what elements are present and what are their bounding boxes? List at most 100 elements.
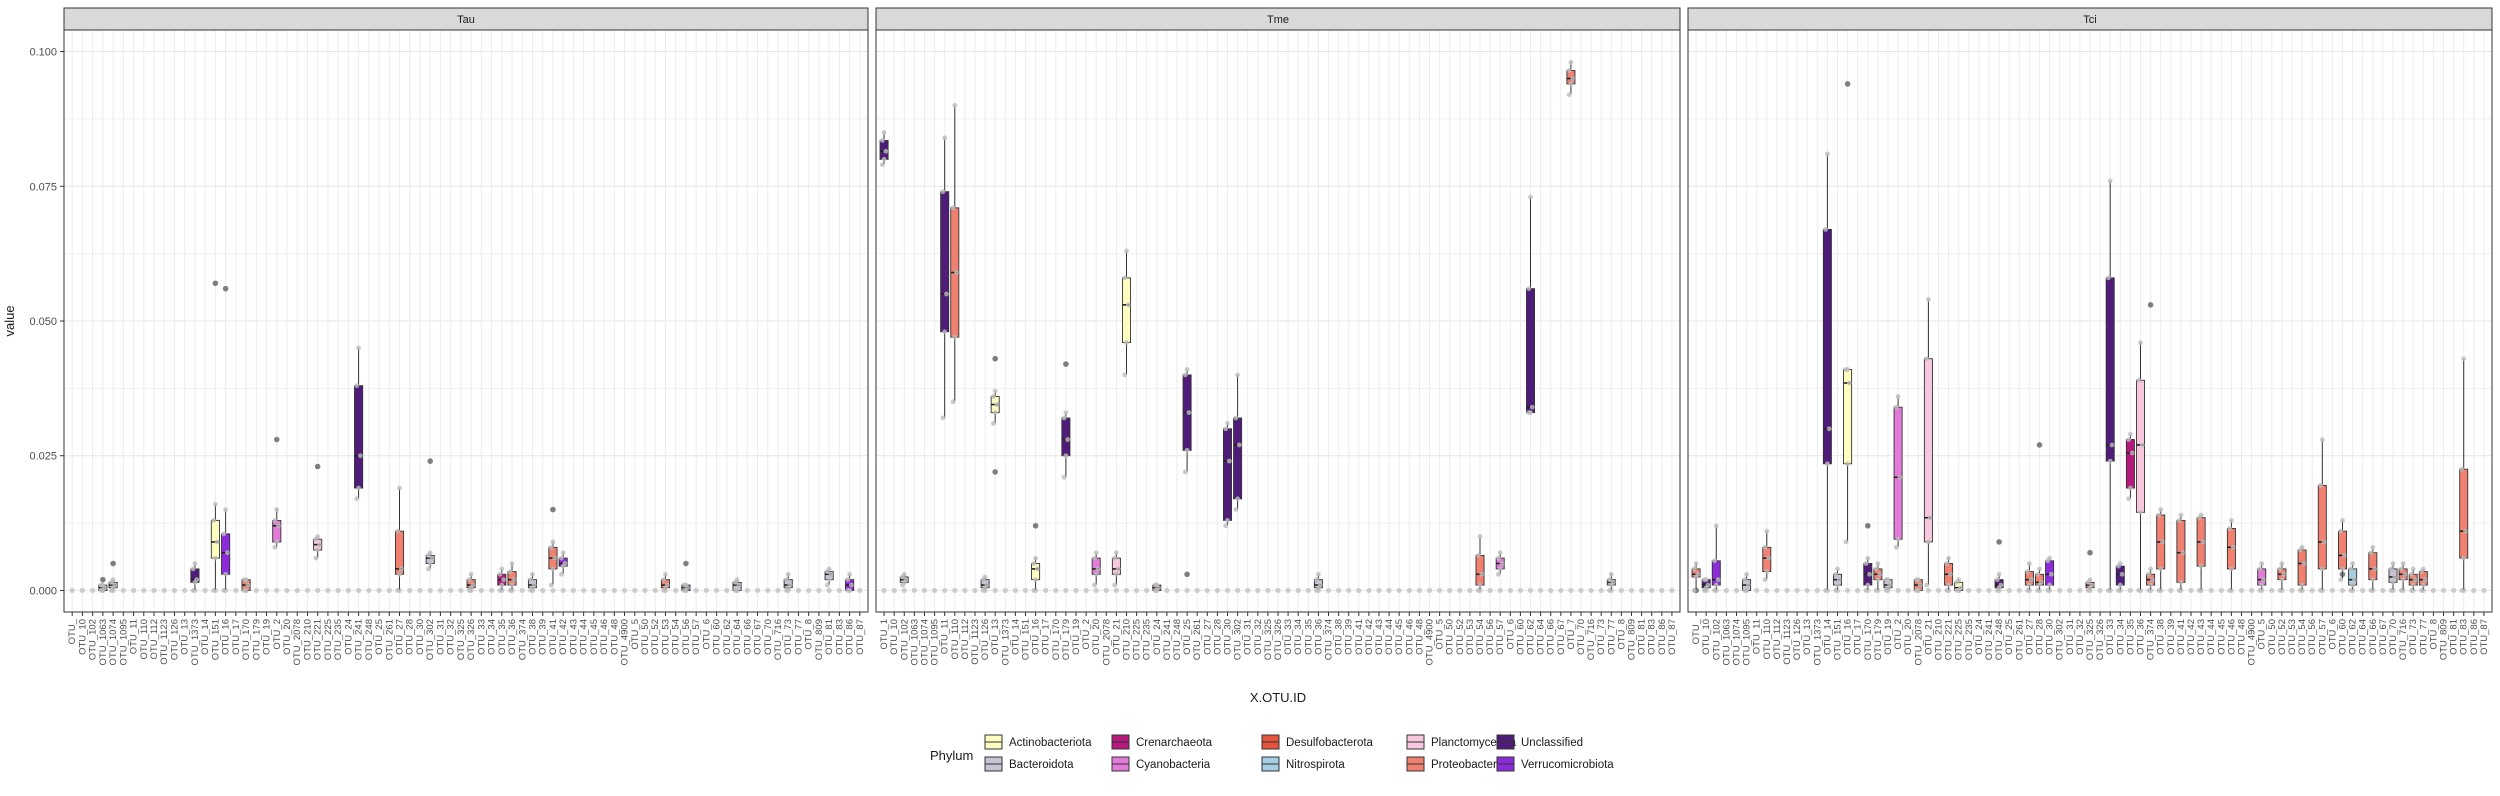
zero-point [1669, 587, 1675, 594]
x-tick-label: OTU_45 [589, 619, 600, 655]
jitter-point [879, 138, 885, 143]
zero-point [294, 587, 300, 594]
jitter-point [1826, 426, 1832, 432]
x-tick-label: OTU_1123 [159, 619, 170, 665]
box-body [1061, 417, 1071, 457]
zero-point [2360, 587, 2366, 594]
jitter-point [2318, 482, 2323, 488]
box-body [2317, 484, 2327, 570]
jitter-point [824, 582, 830, 588]
jitter-point [2136, 588, 2142, 593]
jitter-point [2279, 561, 2285, 566]
x-tick-label: OTU_716 [773, 619, 784, 660]
x-tick-label: OTU_34 [1293, 619, 1304, 655]
jitter-point [112, 582, 118, 588]
zero-point [1022, 587, 1029, 594]
box-otu-325 [2085, 549, 2095, 593]
box-otu-27 [394, 485, 405, 593]
jitter-point [942, 329, 948, 335]
zero-point [1396, 587, 1402, 594]
zero-point [2471, 587, 2477, 594]
x-tick-label: OTU_52 [2277, 619, 2288, 655]
zero-point [2208, 587, 2214, 594]
jitter-point [2299, 582, 2305, 588]
x-tick-label: OTU_326 [1273, 619, 1284, 660]
box-otu-77 [2418, 566, 2428, 593]
jitter-point [1496, 571, 1501, 577]
zero-point [1416, 587, 1423, 594]
x-tick-label: OTU_16 [221, 619, 232, 655]
x-tick-label: OTU_86 [1657, 619, 1668, 655]
jitter-point [356, 485, 361, 491]
jitter-point [881, 129, 887, 135]
x-tick-label: OTU_38 [527, 619, 538, 655]
jitter-point [2198, 563, 2204, 569]
jitter-point [787, 582, 793, 588]
jitter-point [940, 189, 946, 195]
zero-point [151, 587, 157, 594]
x-tick-label: OTU_48 [1414, 619, 1425, 655]
jitter-point [940, 415, 946, 421]
x-tick-label: OTU_374 [2146, 619, 2157, 660]
x-tick-label: OTU_241 [1984, 619, 1995, 660]
x-tick-label: OTU_28 [2034, 619, 2045, 655]
jitter-point [1034, 566, 1040, 572]
outlier-point [1184, 571, 1190, 578]
box-body [2297, 549, 2307, 586]
legend-label: Actinobacteriota [1009, 737, 1092, 749]
zero-point [611, 587, 617, 594]
jitter-point [2388, 588, 2394, 593]
box-otu-1074 [108, 560, 118, 593]
zero-point [1144, 587, 1150, 594]
zero-point [2430, 587, 2437, 594]
x-tick-label: OTU_261 [2014, 619, 2025, 660]
zero-point [1194, 587, 1200, 594]
zero-point [1174, 587, 1180, 594]
jitter-point [784, 577, 789, 583]
x-tick-label: OTU_53 [660, 619, 671, 655]
y-tick-label: 0.075 [29, 181, 57, 193]
zero-point [2380, 587, 2386, 594]
box-otu-2078 [1913, 577, 1923, 593]
x-tick-label: OTU_13 [990, 619, 1001, 655]
zero-point [427, 587, 433, 594]
zero-point [437, 587, 444, 594]
zero-point [1063, 587, 1069, 594]
jitter-point [991, 394, 996, 399]
x-tick-label: OTU_1063 [98, 619, 109, 665]
x-tick-label: OTU_30 [2045, 619, 2056, 655]
x-tick-label: OTU_ [1691, 618, 1702, 644]
jitter-point [845, 577, 851, 583]
x-tick-label: OTU_11 [940, 619, 951, 654]
x-tick-label: OTU_225 [1954, 619, 1965, 660]
jitter-point [427, 561, 433, 566]
zero-point [540, 587, 546, 594]
zero-point [652, 587, 658, 594]
zero-point [1053, 587, 1059, 594]
jitter-point [2372, 566, 2377, 572]
zero-point [921, 587, 928, 594]
zero-point [1356, 587, 1362, 594]
x-tick-label: OTU_5 [630, 619, 641, 650]
zero-point [2249, 587, 2255, 594]
box-otu-36 [1313, 571, 1323, 593]
zero-point [263, 587, 270, 594]
zero-point [581, 587, 587, 594]
jitter-point [274, 507, 280, 513]
box-otu-716 [2398, 561, 2408, 593]
zero-point [560, 587, 566, 594]
x-tick-label: OTU_50 [640, 619, 651, 655]
jitter-point [1223, 523, 1229, 529]
box-body [2368, 552, 2378, 581]
jitter-point [1958, 585, 1963, 591]
zero-point [1548, 587, 1554, 594]
jitter-point [1154, 582, 1160, 588]
box-otu-62 [2348, 561, 2358, 593]
jitter-point [317, 542, 322, 548]
jitter-point [354, 383, 360, 389]
jitter-point [1225, 420, 1230, 426]
jitter-point [552, 555, 558, 561]
x-tick-label: OTU_14 [1822, 619, 1833, 655]
jitter-point [2261, 577, 2266, 583]
x-tick-label: OTU_36 [507, 619, 518, 655]
